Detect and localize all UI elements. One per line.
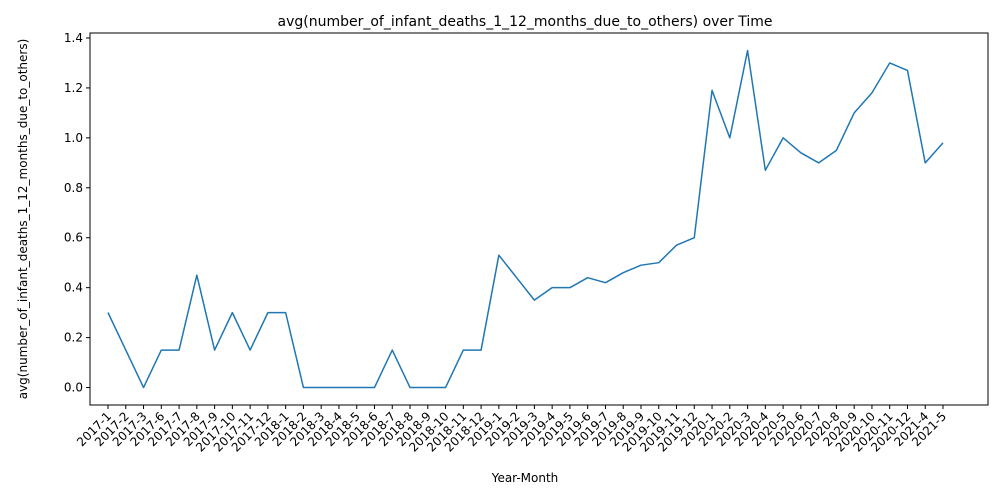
- y-tick-label: 0.8: [64, 181, 83, 195]
- chart-title: avg(number_of_infant_deaths_1_12_months_…: [277, 14, 772, 30]
- x-axis-label: Year-Month: [491, 471, 559, 485]
- y-tick-label: 1.4: [64, 31, 83, 45]
- y-axis: 0.0 0.2 0.4 0.6 0.8 1.0 1.2 1.4: [64, 31, 90, 395]
- y-tick-label: 0.2: [64, 331, 83, 345]
- series-line: [107, 49, 944, 389]
- x-axis: 2017-12017-22017-32017-62017-72017-82017…: [74, 405, 949, 455]
- y-tick-label: 1.0: [64, 131, 83, 145]
- y-tick-label: 0.0: [64, 381, 83, 395]
- y-tick-label: 1.2: [64, 81, 83, 95]
- y-axis-label: avg(number_of_infant_deaths_1_12_months_…: [16, 39, 30, 400]
- y-tick-label: 0.6: [64, 231, 83, 245]
- y-tick-label: 0.4: [64, 281, 83, 295]
- plot-frame: [89, 32, 989, 406]
